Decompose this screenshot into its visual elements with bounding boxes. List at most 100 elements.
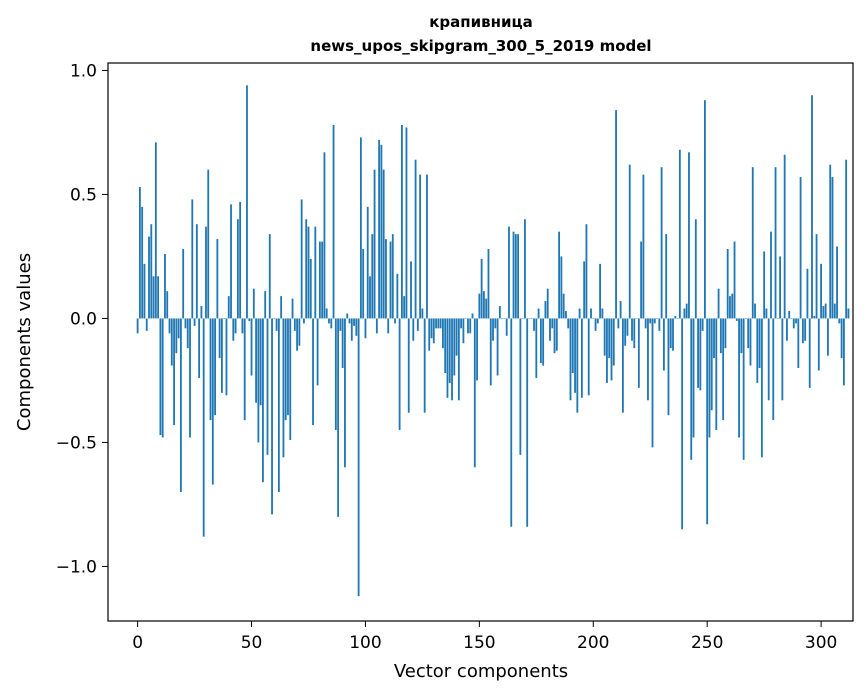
bar-component-43 [234,318,237,334]
bar-component-257 [722,318,725,421]
bar-component-275 [763,251,766,319]
bar-component-55 [262,318,264,483]
bar-component-217 [631,318,633,341]
bar-component-235 [672,318,674,351]
bar-component-113 [394,318,396,324]
bar-component-46 [241,318,244,334]
bar-component-169 [521,318,524,319]
bar-component-196 [583,261,586,319]
bar-component-118 [405,127,408,319]
bar-component-10 [159,318,162,435]
bar-component-259 [726,249,729,319]
bar-component-18 [177,318,180,339]
bar-component-37 [221,318,223,393]
bar-component-101 [366,206,369,319]
bar-component-178 [542,318,545,366]
bar-component-11 [161,318,164,438]
bar-component-8 [154,142,157,319]
bar-component-115 [398,318,401,431]
bar-component-19 [179,318,182,493]
bar-component-193 [576,318,579,413]
bar-component-0 [136,318,139,334]
bar-component-100 [364,318,367,339]
bar-component-294 [806,268,809,319]
y-tick-label: 1.0 [70,61,97,81]
bar-component-184 [555,318,558,351]
bar-component-236 [674,315,677,319]
bar-component-177 [539,318,542,364]
bar-component-79 [316,318,319,386]
bar-component-60 [273,318,276,319]
bar-component-29 [202,318,205,537]
bar-component-92 [346,313,349,319]
chart-title: крапивница [429,13,533,31]
bar-component-245 [694,219,697,319]
bar-component-108 [382,169,385,319]
bar-component-71 [298,318,301,346]
bar-component-116 [400,125,403,319]
bar-component-23 [189,318,191,438]
bar-component-1 [138,187,141,319]
bar-component-274 [760,318,763,458]
x-axis-ticks: 0 50 100 150 200 250 300 [132,621,837,653]
bar-component-70 [296,318,299,351]
bar-component-239 [681,318,684,530]
bar-component-203 [599,263,602,319]
bar-component-186 [560,256,563,319]
bar-component-59 [271,318,273,515]
bar-component-2 [141,206,144,319]
x-tick-label: 0 [132,633,143,653]
bar-component-107 [380,144,383,319]
bar-component-230 [660,167,663,319]
bar-component-306 [833,303,836,319]
bar-component-192 [574,318,576,393]
bar-component-51 [252,288,255,319]
bar-component-86 [332,125,335,319]
bar-component-303 [827,318,829,356]
bar-component-285 [786,318,788,341]
bar-component-106 [378,139,381,319]
bar-component-136 [446,318,449,398]
bar-component-112 [391,234,394,319]
bar-component-111 [389,241,392,319]
y-tick-label: −1.0 [56,557,97,577]
bar-component-95 [353,318,355,326]
bar-component-72 [300,199,303,319]
bar-component-273 [758,318,761,369]
bar-component-48 [246,85,248,319]
bar-component-126 [423,318,426,413]
bar-component-38 [223,318,226,319]
bar-component-65 [284,318,287,421]
bar-component-47 [243,318,246,421]
bar-component-268 [747,318,750,349]
bar-component-219 [635,318,638,319]
bar-component-85 [330,318,333,329]
bar-component-296 [811,95,813,319]
bar-component-63 [280,296,283,319]
bar-component-69 [293,318,296,331]
bar-component-170 [524,219,526,319]
bar-component-282 [779,256,781,319]
bar-component-58 [268,234,271,319]
bar-component-226 [651,318,654,448]
bar-component-173 [530,318,533,319]
bar-component-66 [287,318,289,416]
bar-component-89 [339,318,342,331]
bar-component-209 [612,318,615,366]
bar-component-261 [731,293,734,319]
bar-component-176 [537,308,540,319]
bar-component-52 [255,318,257,403]
y-tick-label: 0.5 [70,185,97,205]
bar-component-218 [633,318,636,349]
bar-component-301 [822,306,825,319]
bar-component-223 [644,318,647,329]
bar-component-300 [820,263,823,319]
bar-component-158 [496,318,499,376]
bar-component-139 [453,318,456,376]
bar-component-204 [601,308,604,319]
bar-component-124 [419,174,422,319]
bar-component-272 [756,318,759,383]
bar-component-190 [569,318,572,401]
bar-component-197 [585,224,588,319]
bar-component-157 [494,318,497,329]
